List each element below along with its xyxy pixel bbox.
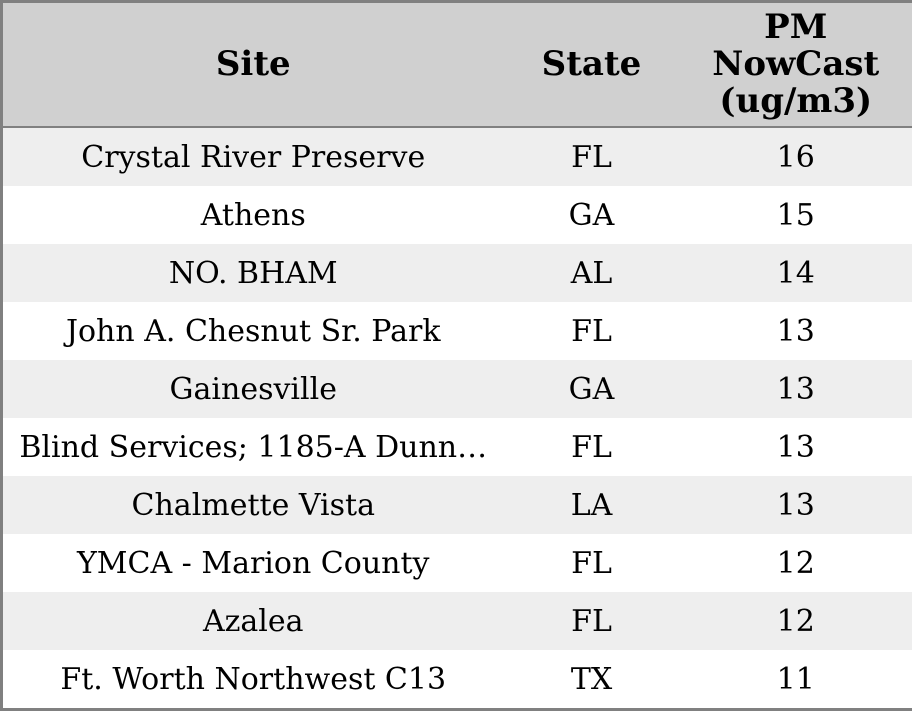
column-header-state: State <box>503 1 680 128</box>
column-header-site: Site <box>1 1 504 128</box>
value-cell: 12 <box>776 545 815 581</box>
value-cell: 13 <box>776 313 815 349</box>
table-row: John A. Chesnut Sr. Park FL 13 <box>1 302 912 360</box>
value-cell: 13 <box>776 429 815 465</box>
value-cell: 11 <box>776 661 815 697</box>
state-cell: LA <box>570 487 613 523</box>
table-body: Crystal River Preserve FL 16 Athens GA 1… <box>1 127 912 710</box>
site-cell: YMCA - Marion County <box>77 545 430 581</box>
table-row: NO. BHAM AL 14 <box>1 244 912 302</box>
state-cell: FL <box>571 139 612 175</box>
state-cell: GA <box>568 371 615 407</box>
value-cell: 13 <box>776 371 815 407</box>
value-cell: 14 <box>776 255 815 291</box>
site-cell: Crystal River Preserve <box>81 139 426 175</box>
site-cell: Azalea <box>202 603 304 639</box>
table-header: Site State PM NowCast (ug/m3) <box>1 1 912 128</box>
table-row: Azalea FL 12 <box>1 592 912 650</box>
table-row: Ft. Worth Northwest C13 TX 11 <box>1 650 912 710</box>
state-cell: FL <box>571 603 612 639</box>
state-cell: GA <box>568 197 615 233</box>
site-cell: Gainesville <box>169 371 337 407</box>
state-cell: TX <box>570 661 613 697</box>
value-cell: 12 <box>776 603 815 639</box>
table-row: Athens GA 15 <box>1 186 912 244</box>
column-header-pm-nowcast: PM NowCast (ug/m3) <box>679 1 912 128</box>
value-cell: 16 <box>776 139 815 175</box>
table-row: Blind Services; 1185-A Dunn… FL 13 <box>1 418 912 476</box>
state-cell: FL <box>571 313 612 349</box>
table-row: YMCA - Marion County FL 12 <box>1 534 912 592</box>
state-cell: FL <box>571 545 612 581</box>
state-cell: AL <box>570 255 613 291</box>
value-cell: 15 <box>776 197 815 233</box>
site-cell: NO. BHAM <box>168 255 338 291</box>
site-cell: Athens <box>200 197 306 233</box>
table-row: Crystal River Preserve FL 16 <box>1 127 912 186</box>
header-row: Site State PM NowCast (ug/m3) <box>1 1 912 128</box>
site-cell: Ft. Worth Northwest C13 <box>60 661 447 697</box>
site-cell: John A. Chesnut Sr. Park <box>65 313 441 349</box>
column-header-pm-nowcast-label: PM NowCast (ug/m3) <box>712 7 880 121</box>
state-cell: FL <box>571 429 612 465</box>
table-row: Gainesville GA 13 <box>1 360 912 418</box>
site-cell: Chalmette Vista <box>131 487 375 523</box>
value-cell: 13 <box>776 487 815 523</box>
table-row: Chalmette Vista LA 13 <box>1 476 912 534</box>
site-cell: Blind Services; 1185-A Dunn… <box>19 429 488 465</box>
